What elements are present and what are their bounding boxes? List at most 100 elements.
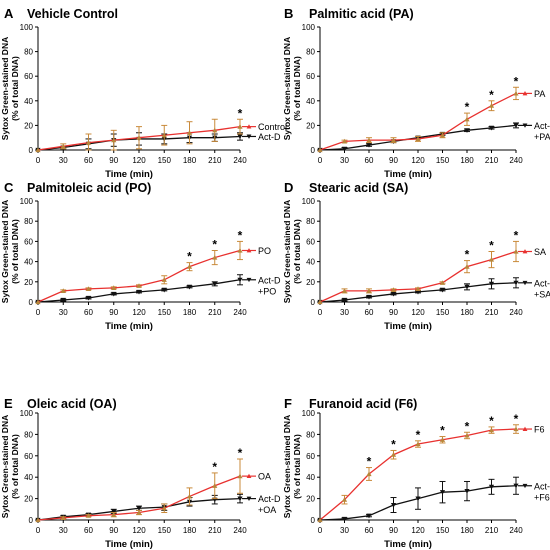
legend-marker [522, 426, 528, 431]
panel-f: F Furanoid acid (F6) 0 20 40 60 80 100 0 30 60 90 12… [282, 396, 550, 550]
y-tick-label: 0 [311, 298, 316, 307]
data-point [415, 441, 421, 447]
data-point [317, 517, 323, 523]
y-tick-label: 40 [24, 258, 33, 267]
y-axis-label-line: (% of total DNA) [10, 219, 20, 284]
series-actd: Act-D+OA [35, 493, 281, 523]
data-point [136, 289, 142, 295]
data-point [186, 264, 193, 269]
y-tick-label: 100 [20, 197, 34, 206]
x-tick-label: 210 [208, 526, 222, 535]
data-point [60, 288, 66, 293]
x-tick-label: 0 [318, 526, 323, 535]
y-axis-label-line: (% of total DNA) [292, 219, 302, 284]
y-tick-label: 0 [29, 146, 34, 155]
x-axis-label: Time (min) [384, 321, 432, 332]
x-tick-label: 30 [59, 526, 68, 535]
y-axis-label-line: (% of total DNA) [10, 56, 20, 121]
panel-d: D Stearic acid (SA) 0 20 40 60 80 100 0 30 60 90 120… [282, 180, 550, 332]
x-tick-label: 210 [485, 308, 499, 317]
x-tick-label: 30 [340, 156, 349, 165]
data-point [341, 138, 348, 144]
data-point [136, 506, 142, 511]
x-tick-label: 0 [36, 308, 41, 317]
y-tick-label: 0 [29, 298, 34, 307]
series-actd: Act-D+F6 [317, 476, 550, 523]
x-axis-label: Time (min) [384, 169, 432, 180]
series-label: OA [258, 472, 271, 482]
data-point [136, 135, 142, 140]
significance-marker: * [440, 424, 445, 438]
series-label: Act-D [258, 494, 281, 504]
x-tick-label: 180 [183, 156, 197, 165]
x-tick-label: 180 [460, 526, 474, 535]
y-tick-label: 60 [24, 72, 33, 81]
chart-title: Oleic acid (OA) [27, 397, 117, 411]
y-tick-label: 20 [24, 278, 33, 287]
significance-marker: * [514, 412, 519, 426]
x-tick-label: 120 [411, 526, 425, 535]
data-point [161, 287, 167, 293]
significance-marker: * [489, 414, 494, 428]
y-axis-label-line: Sytox Green-stained DNA [282, 37, 292, 140]
series-actd: Act-D+SA [317, 277, 550, 305]
y-axis-label: Sytox Green-stained DNA(% of total DNA) [0, 37, 20, 140]
y-axis-label-line: (% of total DNA) [10, 434, 20, 499]
significance-marker: * [238, 228, 243, 242]
y-axis-label-line: Sytox Green-stained DNA [282, 415, 292, 518]
series-treatment: PA [317, 86, 545, 153]
significance-marker: * [465, 100, 470, 114]
panel-a: A Vehicle Control 0 20 40 60 80 100 0 30 60 90 120 15… [0, 6, 287, 180]
series-label: +PA [534, 132, 550, 142]
x-tick-label: 0 [36, 156, 41, 165]
x-axis-label: Time (min) [105, 169, 153, 180]
x-tick-label: 90 [109, 526, 118, 535]
x-tick-label: 240 [233, 156, 247, 165]
data-point [341, 288, 348, 293]
y-axis-label-line: Sytox Green-stained DNA [0, 37, 10, 140]
y-tick-label: 100 [20, 23, 34, 32]
series-label: Act-D [534, 481, 550, 491]
data-point [237, 134, 243, 140]
data-point [464, 432, 470, 438]
data-point [317, 147, 323, 153]
data-point [390, 502, 397, 508]
significance-marker: * [212, 460, 217, 474]
data-point [439, 490, 446, 495]
data-point [415, 286, 421, 291]
legend-marker [246, 496, 252, 501]
data-point [464, 284, 470, 290]
chart-title: Furanoid acid (F6) [309, 397, 417, 411]
data-point [464, 489, 470, 494]
panel-b: B Palmitic acid (PA) 0 20 40 60 80 100 0 30 60 90 12… [282, 6, 550, 180]
y-axis-label-line: Sytox Green-stained DNA [0, 200, 10, 303]
y-tick-label: 60 [306, 452, 315, 461]
x-axis-label: Time (min) [105, 539, 153, 550]
y-tick-label: 20 [24, 495, 33, 504]
data-point [186, 130, 193, 135]
legend-marker [246, 473, 252, 479]
data-point [513, 426, 519, 432]
y-tick-label: 40 [306, 97, 315, 106]
y-tick-label: 40 [306, 258, 315, 267]
data-point [111, 137, 117, 143]
series-label: Act-D [258, 132, 281, 142]
x-tick-label: 240 [509, 156, 523, 165]
y-tick-label: 80 [306, 48, 315, 57]
legend-marker [522, 123, 528, 128]
y-tick-label: 80 [24, 430, 33, 439]
x-tick-label: 240 [509, 308, 523, 317]
panel-letter: F [284, 396, 292, 411]
x-tick-label: 150 [158, 156, 172, 165]
y-axis-label: Sytox Green-stained DNA(% of total DNA) [282, 200, 302, 303]
y-tick-label: 100 [302, 23, 316, 32]
data-point [237, 496, 243, 502]
data-point [488, 256, 495, 262]
data-point [186, 493, 193, 499]
data-point [488, 281, 495, 287]
x-tick-label: 90 [389, 308, 398, 317]
x-tick-label: 30 [340, 526, 349, 535]
x-tick-label: 60 [84, 308, 93, 317]
data-point [136, 509, 142, 515]
series-treatment: SA [317, 240, 546, 305]
